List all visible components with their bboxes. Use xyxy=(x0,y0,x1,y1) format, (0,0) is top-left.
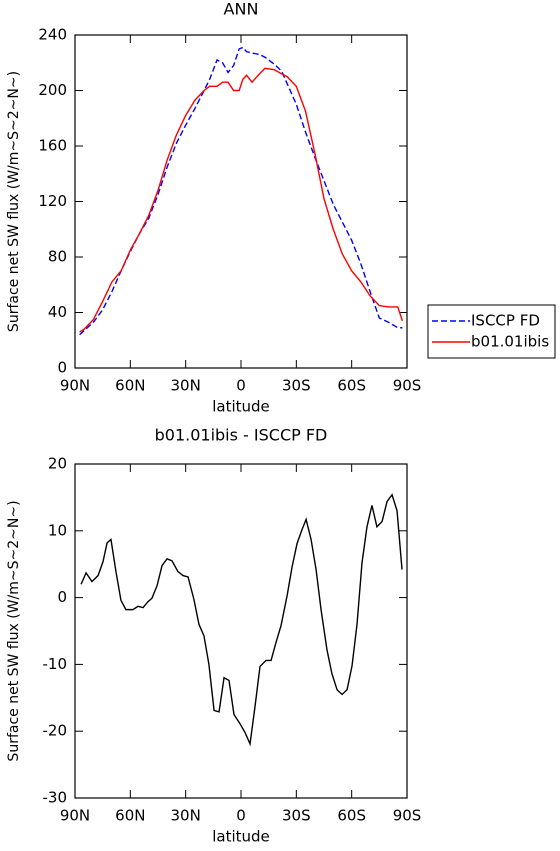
data-line xyxy=(80,493,403,747)
legend-label: ISCCP FD xyxy=(471,312,540,330)
x-tick-label: 0 xyxy=(236,377,246,395)
y-tick-label: 160 xyxy=(38,137,67,155)
x-tick-label: 60S xyxy=(337,807,366,825)
x-axis-label: latitude xyxy=(212,398,270,416)
y-tick-label: 20 xyxy=(48,455,67,473)
chart-title: b01.01ibis - ISCCP FD xyxy=(155,426,328,445)
y-tick-label: 240 xyxy=(38,26,67,44)
y-tick-label: -10 xyxy=(43,655,68,673)
x-axis-label: latitude xyxy=(212,828,270,846)
y-tick-label: -30 xyxy=(43,789,68,807)
y-tick-label: 40 xyxy=(48,303,67,321)
plot-frame xyxy=(74,34,408,369)
x-tick-label: 30N xyxy=(171,377,201,395)
x-tick-label: 30S xyxy=(282,377,311,395)
y-axis-label: Surface net SW flux (W/m~S~2~N~) xyxy=(6,71,22,332)
y-tick-label: 200 xyxy=(38,81,67,99)
x-tick-label: 60N xyxy=(115,377,145,395)
y-tick-label: -20 xyxy=(43,722,68,740)
x-tick-label: 30N xyxy=(171,807,201,825)
x-tick-label: 90N xyxy=(60,377,90,395)
y-axis-label: Surface net SW flux (W/m~S~2~N~) xyxy=(6,500,22,761)
x-tick-label: 30S xyxy=(282,807,311,825)
plot-frame xyxy=(74,463,408,799)
x-tick-label: 90S xyxy=(393,807,422,825)
data-line xyxy=(79,67,404,333)
y-tick-label: 0 xyxy=(57,588,67,606)
x-tick-label: 0 xyxy=(236,807,246,825)
chart-title: ANN xyxy=(224,0,259,19)
y-tick-label: 10 xyxy=(48,521,67,539)
data-line xyxy=(79,46,403,336)
y-tick-label: 120 xyxy=(38,192,67,210)
x-tick-label: 90N xyxy=(60,807,90,825)
y-tick-label: 0 xyxy=(57,359,67,377)
x-tick-label: 60N xyxy=(115,807,145,825)
x-tick-label: 60S xyxy=(337,377,366,395)
y-tick-label: 80 xyxy=(48,248,67,266)
x-tick-label: 90S xyxy=(393,377,422,395)
legend-label: b01.01ibis xyxy=(471,333,549,351)
legend-box xyxy=(427,304,556,359)
